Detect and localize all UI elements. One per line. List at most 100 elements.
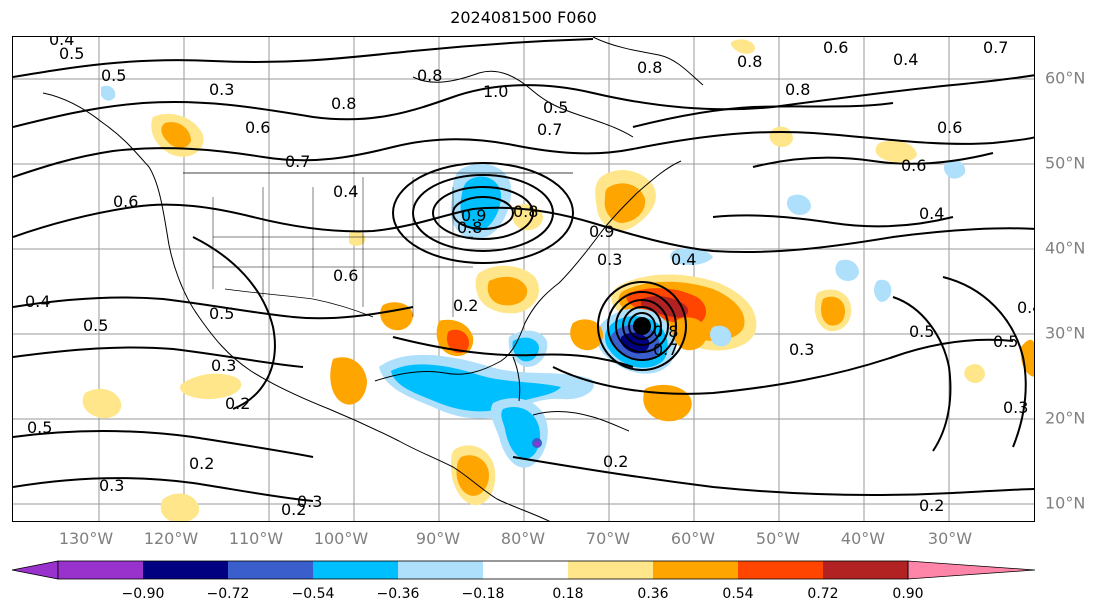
contour-line	[942, 276, 1027, 448]
shaded-region-yellow	[82, 388, 122, 419]
colorbar-tick-label: 0.72	[807, 586, 839, 602]
contour-label: 0.3	[789, 340, 814, 359]
colorbar-tick-label: 0.36	[637, 586, 669, 602]
colorbar-tick-label: 0.90	[892, 586, 924, 602]
contour-line	[392, 162, 574, 264]
contour-line	[552, 338, 1014, 395]
contour-lines	[13, 38, 1034, 502]
colorbar-segment	[568, 561, 653, 579]
contour-line	[622, 306, 662, 346]
shaded-region-orange	[570, 319, 603, 351]
contour-label: 0.4	[1017, 298, 1035, 317]
contour-line	[615, 299, 669, 353]
contour-line	[597, 281, 687, 371]
contour-label: 0.8	[417, 66, 442, 85]
hurricane-center-marker	[633, 317, 651, 335]
colorbar-segment	[228, 561, 313, 579]
shaded-fields	[82, 39, 1034, 521]
contour-label: 0.8	[785, 80, 810, 99]
contour-label: 0.4	[333, 182, 358, 201]
shaded-region-lightblue	[710, 325, 732, 347]
contour-line	[13, 346, 304, 368]
contour-label: 0.4	[671, 250, 696, 269]
contour-line	[13, 296, 414, 320]
contour-line	[452, 196, 514, 230]
contour-line	[752, 152, 994, 168]
shaded-region-orange	[643, 384, 692, 422]
shaded-region-yellow	[349, 231, 366, 246]
shaded-region-orange	[487, 276, 528, 306]
colorbar-segment	[313, 561, 398, 579]
shaded-region-orange	[604, 183, 646, 223]
contour-line	[13, 38, 594, 78]
contour-label: 0.4	[893, 50, 918, 69]
contour-label: 0.3	[209, 80, 234, 99]
contour-label: 1.0	[483, 82, 508, 101]
coastline-atlantic	[374, 160, 682, 382]
colorbar-outline	[57, 560, 909, 580]
contour-line	[892, 296, 952, 452]
colorbar-segment	[398, 561, 483, 579]
shaded-region-orange	[380, 302, 413, 331]
colorbar	[11, 560, 1036, 580]
colorbar-tick-label: −0.72	[206, 586, 250, 602]
colorbar-segment	[58, 561, 143, 579]
contour-line	[607, 291, 677, 361]
lon-label: 120°W	[143, 529, 199, 548]
coastlines	[42, 37, 704, 521]
contour-label: 0.4	[25, 292, 50, 311]
lon-label: 90°W	[415, 529, 461, 548]
contour-line	[13, 430, 314, 458]
lon-label: 60°W	[670, 529, 716, 548]
lat-label: 50°N	[1045, 153, 1086, 173]
lon-label: 110°W	[228, 529, 284, 548]
lat-label: 30°N	[1045, 323, 1086, 343]
contour-label: 0.3	[1003, 398, 1028, 417]
colorbar-tick-label: −0.36	[376, 586, 420, 602]
shaded-region-yellow	[160, 493, 200, 521]
contour-label: 0.5	[993, 332, 1018, 351]
contour-label: 0.7	[537, 120, 562, 139]
contour-label: 0.5	[209, 304, 234, 323]
coastline-pacific	[42, 92, 550, 521]
contour-label: 0.3	[597, 250, 622, 269]
shaded-region-lightblue	[835, 259, 859, 281]
contour-label: 0.6	[333, 266, 358, 285]
colorbar-segment	[907, 560, 1036, 580]
contour-label: 0.7	[285, 152, 310, 171]
shaded-region-lightblue	[101, 85, 116, 101]
lon-label: 30°W	[927, 529, 973, 548]
contour-line	[632, 102, 894, 128]
contour-label: 0.5	[27, 418, 52, 437]
contour-label: 0.6	[823, 38, 848, 57]
shaded-region-blue	[501, 407, 541, 459]
contour-label: 0.6	[113, 192, 138, 211]
contour-label: 0.6	[245, 118, 270, 137]
contour-label: 0.3	[297, 492, 322, 511]
contour-label: 0.8	[737, 52, 762, 71]
contour-label: 0.5	[101, 66, 126, 85]
contour-label: 0.8	[331, 94, 356, 113]
contour-label: 0.5	[909, 322, 934, 341]
contour-line	[13, 130, 1034, 178]
coastline-hudson	[412, 70, 634, 138]
coastline-arctic	[592, 37, 704, 86]
colorbar-segment	[483, 561, 568, 579]
colorbar-tick-label: 0.18	[552, 586, 584, 602]
colorbar-segment	[11, 560, 59, 580]
contour-label: 0.2	[603, 452, 628, 471]
contour-label: 0.5	[543, 98, 568, 117]
contour-label: 0.4	[919, 204, 944, 223]
border-us-mexico	[224, 288, 374, 318]
contour-line	[13, 74, 1034, 128]
contour-line	[392, 336, 634, 368]
contour-label: 0.7	[653, 340, 678, 359]
contour-label: 0.8	[637, 58, 662, 77]
shaded-region-purple	[534, 441, 540, 447]
contour-line	[512, 456, 1034, 496]
lat-label: 40°N	[1045, 238, 1086, 258]
colorbar-segment	[738, 561, 823, 579]
contour-label: 0.2	[225, 394, 250, 413]
state-borders	[213, 236, 473, 268]
contour-line	[412, 174, 554, 252]
